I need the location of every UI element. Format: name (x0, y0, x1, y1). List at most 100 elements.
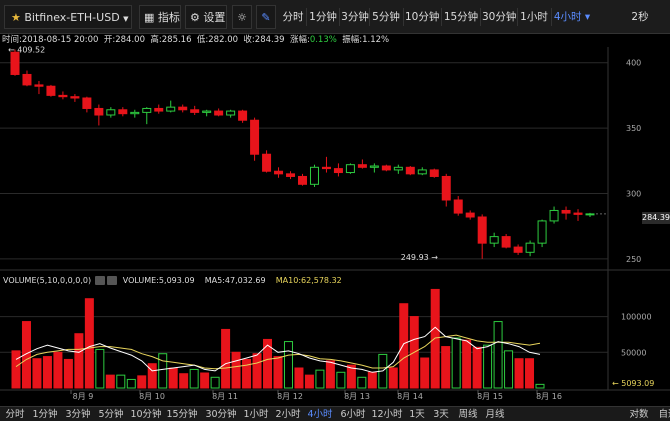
candle-body (381, 165, 391, 171)
draw-tool-button[interactable]: ✎ (256, 5, 276, 29)
timeframe-tab[interactable]: 4小时 ▾ (553, 11, 591, 23)
volume-bar (430, 288, 440, 389)
candle-body (465, 212, 475, 218)
period-tab[interactable]: 1天 (409, 409, 425, 420)
indicator-chart-icon: ▦ (144, 11, 155, 24)
timeframe-tab[interactable]: 10分钟 (405, 11, 440, 23)
volume-bar (493, 321, 503, 389)
period-tab[interactable]: 月线 (485, 409, 505, 420)
volume-bar (21, 321, 31, 389)
volume-close-icon[interactable] (106, 276, 117, 285)
volume-bar (200, 372, 210, 389)
period-tab[interactable]: 分时 (5, 409, 25, 420)
refresh-interval[interactable]: 2秒 (631, 11, 649, 23)
tab-separator (441, 8, 442, 26)
timeframe-tab[interactable]: 30分钟 (482, 11, 517, 23)
candle-body (573, 212, 583, 215)
candle-body (429, 169, 439, 177)
candle-body (453, 199, 463, 214)
period-tab[interactable]: 10分钟 (130, 409, 162, 420)
candle-body (321, 166, 331, 170)
volume-ma10: MA10:62,578.32 (275, 276, 342, 285)
y-tick-label: 400 (626, 59, 641, 68)
volume-bar (116, 374, 126, 389)
gear-icon: ⚙ (190, 11, 200, 24)
volume-settings-icon[interactable] (94, 276, 105, 285)
period-tab[interactable]: 2小时 (275, 409, 301, 420)
candle-body (202, 110, 212, 113)
ohlc-info-bar: 时间:2018-08-15 20:00 开:284.00 高:285.16 低:… (2, 34, 389, 46)
tab-separator (306, 8, 307, 26)
symbol-name: Bitfinex-ETH-USD (24, 11, 120, 24)
volume-bar (504, 350, 514, 389)
info-low: 低:282.00 (196, 35, 239, 45)
candle-body (345, 164, 355, 174)
timeframe-tab[interactable]: 15分钟 (443, 11, 479, 23)
period-tab[interactable]: 3天 (433, 409, 449, 420)
volume-bar (242, 358, 252, 389)
x-axis-label: 8月 15 (477, 392, 503, 401)
volume-bar (367, 371, 377, 389)
period-tab[interactable]: 12小时 (371, 409, 403, 420)
volume-bar (451, 337, 461, 389)
period-tab[interactable]: 15分钟 (166, 409, 198, 420)
candle-body (417, 169, 427, 175)
candle-body (441, 175, 451, 201)
x-axis-label: 8月 13 (344, 392, 370, 401)
period-tab[interactable]: 5分钟 (98, 409, 124, 420)
period-tab[interactable]: 3分钟 (65, 409, 91, 420)
period-tab[interactable]: 1小时 (243, 409, 269, 420)
candle-body (226, 110, 236, 116)
volume-bar (74, 333, 84, 389)
volume-bar (179, 373, 189, 389)
theme-toggle[interactable]: ☼ (232, 5, 252, 29)
indicators-button[interactable]: ▦ 指标 (139, 5, 181, 29)
top-toolbar: ★ Bitfinex-ETH-USD ▼ ▦ 指标 ⚙ 设置 ☼ ✎ 分时 1分钟… (0, 0, 670, 34)
timeframe-tab[interactable]: 3分钟 (341, 11, 369, 23)
info-time: 时间:2018-08-15 20:00 (2, 35, 99, 45)
volume-y-tick-label: 100000 (621, 313, 652, 322)
volume-bar (514, 358, 524, 389)
low-price-marker: 249.93 → (401, 253, 439, 262)
timeframe-tab[interactable]: 1分钟 (309, 11, 337, 23)
x-axis-label: 8月 14 (397, 392, 423, 401)
period-tab[interactable]: 1分钟 (32, 409, 58, 420)
volume-bar (535, 383, 545, 389)
candle-body (549, 209, 559, 222)
volume-bar (357, 376, 367, 389)
candle-body (501, 236, 511, 248)
candle-body (82, 97, 92, 109)
star-icon: ★ (11, 11, 21, 24)
tab-separator (551, 8, 552, 26)
info-close: 收:284.39 (243, 35, 285, 45)
candle-body (369, 165, 379, 168)
x-axis-label: 8月 12 (277, 392, 303, 401)
ma10-line (15, 334, 541, 370)
candle-body (489, 236, 499, 244)
volume-bar (53, 351, 63, 389)
x-axis-label: 8月 10 (139, 392, 165, 401)
symbol-selector[interactable]: ★ Bitfinex-ETH-USD ▼ (4, 5, 132, 29)
settings-button[interactable]: ⚙ 设置 (185, 5, 227, 29)
period-tab[interactable]: 30分钟 (205, 409, 237, 420)
volume-bar (168, 367, 178, 389)
scale-mode-button[interactable]: 对数 (629, 409, 649, 420)
scale-mode-button[interactable]: 自适 (658, 409, 670, 420)
candle-body (166, 106, 176, 112)
candle-body (262, 153, 272, 172)
volume-value: VOLUME:5,093.09 (122, 276, 195, 285)
period-tab[interactable]: 6小时 (340, 409, 366, 420)
candle-body (274, 170, 284, 175)
volume-bar (231, 351, 241, 389)
timeframe-tab[interactable]: 分时 (282, 11, 304, 23)
period-tab[interactable]: 周线 (458, 409, 478, 420)
tab-separator (517, 8, 518, 26)
volume-bar (441, 346, 451, 389)
timeframe-tab[interactable]: 1小时 (520, 11, 548, 23)
timeframe-tab[interactable]: 5分钟 (372, 11, 400, 23)
x-axis-label: 8月 9 (73, 392, 94, 401)
volume-bar (63, 358, 73, 389)
volume-bar (32, 358, 42, 389)
period-tab[interactable]: 4小时 (307, 409, 333, 420)
